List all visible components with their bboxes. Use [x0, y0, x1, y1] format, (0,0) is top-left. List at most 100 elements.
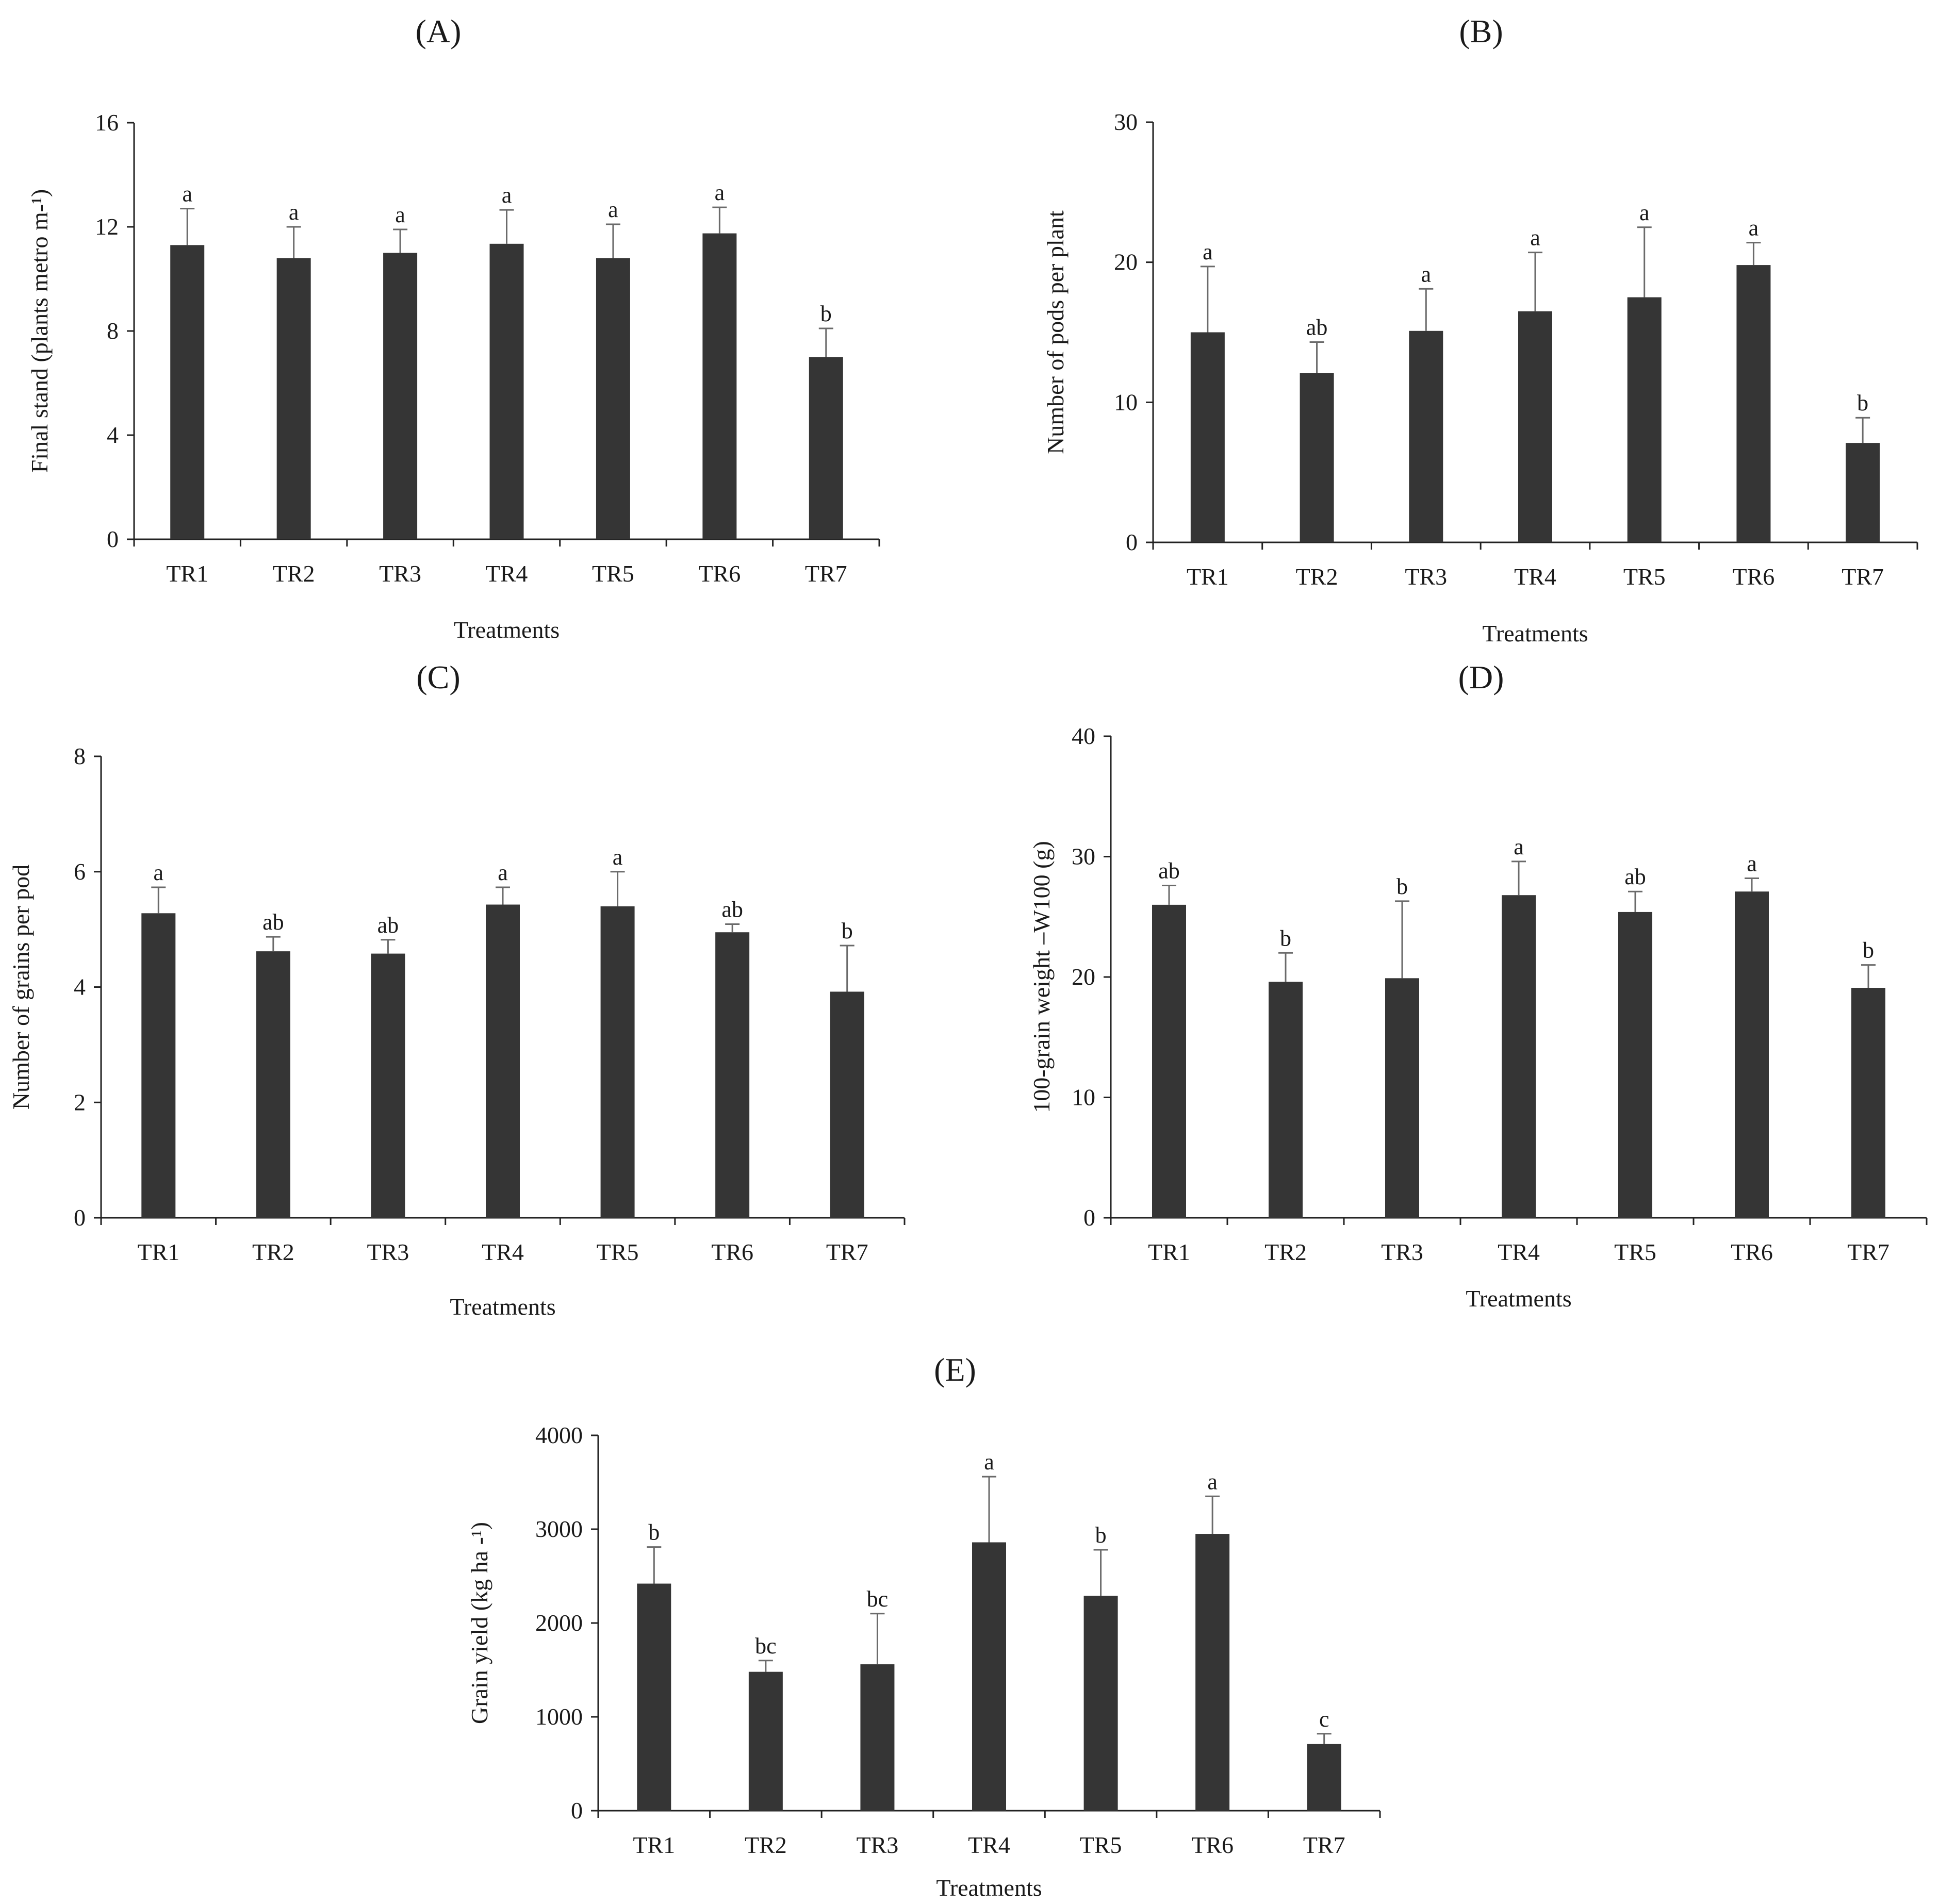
panel-c-significance-letter: a: [613, 845, 623, 870]
panel-e-significance-letter: bc: [755, 1633, 777, 1659]
panel-a-x-tick-label: TR4: [486, 560, 528, 587]
panel-c-significance-letter: a: [498, 860, 508, 885]
panel-b: (B) 0 10 20 30 a TR1 ab TR2 a TR3 a TR4 a TR5 a TR6 b TR7 T…: [1042, 13, 1918, 647]
panel-b-y-tick-label: 30: [1114, 109, 1138, 135]
panel-d-y-axis-title: 100-grain weight –W100 (g): [1028, 841, 1055, 1113]
panel-a-bar-tr6: [702, 233, 737, 539]
panel-b-significance-letter: a: [1530, 225, 1540, 251]
panel-c-y-tick-label: 6: [74, 858, 86, 885]
panel-e-x-tick-label: TR7: [1303, 1832, 1345, 1858]
panel-a: (A) 0 4 8 12 16 a TR1 a TR2 a TR3 a TR4 a TR5 a TR6 b TR7 Tr…: [26, 13, 880, 643]
panel-e-x-tick-label: TR2: [745, 1832, 787, 1858]
panel-b-y-tick-label: 0: [1126, 529, 1138, 555]
panel-c-significance-letter: ab: [262, 909, 284, 935]
panel-b-significance-letter: a: [1203, 239, 1213, 264]
panel-d-significance-letter: b: [1396, 874, 1408, 899]
panel-d-significance-letter: b: [1280, 925, 1291, 951]
panel-d-significance-letter: ab: [1158, 858, 1180, 884]
panel-c-significance-letter: b: [842, 918, 853, 943]
panel-e-significance-letter: a: [1207, 1469, 1218, 1494]
panel-d-x-axis-title: Treatments: [1466, 1285, 1571, 1312]
panel-a-x-tick-label: TR2: [273, 560, 315, 587]
panel-a-y-tick-label: 16: [95, 109, 119, 136]
panel-e-x-tick-label: TR5: [1080, 1832, 1122, 1858]
panel-a-y-tick-label: 4: [107, 422, 119, 448]
panel-a-bar-tr5: [596, 258, 630, 540]
panel-e-bar-tr7: [1307, 1744, 1341, 1811]
panel-c-bar-tr4: [486, 904, 520, 1218]
panel-b-y-axis-title: Number of pods per plant: [1042, 210, 1069, 454]
panel-b-x-tick-label: TR5: [1623, 564, 1666, 590]
panel-c-bar-tr5: [600, 906, 635, 1218]
panel-d-x-tick-label: TR4: [1498, 1239, 1540, 1265]
panel-a-x-tick-label: TR1: [166, 560, 208, 587]
panel-c-x-tick-label: TR1: [137, 1239, 179, 1265]
panel-d-y-tick-label: 20: [1072, 964, 1095, 990]
panel-d-significance-letter: a: [1747, 851, 1757, 876]
panel-d-bar-tr2: [1269, 982, 1303, 1218]
panel-c-bar-tr3: [371, 953, 405, 1218]
panel-a-x-tick-label: TR7: [805, 560, 847, 587]
panel-a-bar-tr3: [383, 253, 418, 539]
panel-b-y-tick-label: 20: [1114, 249, 1138, 275]
panel-e-bar-tr3: [860, 1664, 895, 1811]
panel-e-significance-letter: c: [1319, 1707, 1329, 1732]
panel-a-significance-letter: a: [395, 202, 405, 227]
panel-e-bar-tr1: [637, 1583, 671, 1811]
panel-c-bar-tr6: [715, 932, 750, 1218]
panel-e-y-tick-label: 3000: [535, 1516, 583, 1542]
panel-b-bar-tr4: [1518, 311, 1552, 542]
panel-c-y-tick-label: 4: [74, 974, 86, 1000]
panel-d-bar-tr3: [1385, 978, 1419, 1218]
panel-a-y-tick-label: 0: [107, 526, 119, 552]
panel-a-title: (A): [416, 13, 462, 49]
panel-c-significance-letter: ab: [721, 897, 743, 922]
panel-b-significance-letter: a: [1421, 261, 1432, 287]
panel-b-bar-tr1: [1190, 332, 1225, 542]
panel-a-significance-letter: b: [820, 301, 832, 326]
panel-b-bar-tr3: [1409, 330, 1443, 542]
panel-e-y-tick-label: 4000: [535, 1422, 583, 1448]
panel-a-y-tick-label: 12: [95, 213, 119, 240]
panel-e-x-tick-label: TR6: [1191, 1832, 1234, 1858]
panel-c-significance-letter: a: [154, 860, 164, 885]
panel-c-bar-tr1: [141, 913, 176, 1218]
panel-a-bar-tr7: [809, 357, 843, 539]
panel-d-x-tick-label: TR1: [1148, 1239, 1190, 1265]
panel-b-bar-tr6: [1736, 265, 1771, 542]
panel-e-bar-tr6: [1195, 1534, 1230, 1811]
panel-b-y-tick-label: 10: [1114, 389, 1138, 415]
panel-a-significance-letter: a: [182, 181, 192, 207]
panel-d-x-tick-label: TR2: [1264, 1239, 1307, 1265]
panel-e-bar-tr2: [748, 1671, 783, 1811]
panel-b-x-tick-label: TR1: [1187, 564, 1229, 590]
panel-b-bar-tr5: [1627, 297, 1662, 542]
panel-e-significance-letter: bc: [867, 1586, 889, 1612]
panel-a-significance-letter: a: [502, 183, 512, 208]
panel-b-significance-letter: ab: [1306, 315, 1328, 340]
panel-c-y-tick-label: 0: [74, 1204, 86, 1231]
panel-c: (C) 0 2 4 6 8 a TR1 ab TR2 ab TR3 a TR4 a TR5 ab TR6 b TR7 T…: [8, 659, 906, 1320]
panel-d-y-tick-label: 10: [1072, 1084, 1095, 1111]
panel-c-x-tick-label: TR7: [826, 1239, 868, 1265]
panel-e-title: (E): [934, 1351, 976, 1388]
panel-c-bar-tr2: [256, 951, 290, 1218]
panel-c-bar-tr7: [830, 991, 864, 1218]
panel-a-significance-letter: a: [715, 180, 725, 205]
panel-d: (D) 0 10 20 30 40 ab TR1 b TR2 b TR3 a TR4 ab TR5 a TR6 b T…: [1028, 659, 1928, 1312]
panel-e-significance-letter: b: [648, 1520, 660, 1545]
panel-d-x-tick-label: TR3: [1381, 1239, 1423, 1265]
panel-a-bar-tr2: [276, 258, 311, 540]
panel-d-x-tick-label: TR5: [1614, 1239, 1656, 1265]
panel-e-x-tick-label: TR1: [633, 1832, 675, 1858]
panel-c-x-tick-label: TR6: [711, 1239, 753, 1265]
panel-e-bar-tr5: [1083, 1596, 1118, 1811]
panel-b-bar-tr2: [1300, 373, 1334, 542]
panel-a-x-tick-label: TR6: [698, 560, 741, 587]
panel-c-x-tick-label: TR3: [367, 1239, 409, 1265]
panel-b-x-tick-label: TR3: [1405, 564, 1447, 590]
panel-e-x-tick-label: TR3: [857, 1832, 899, 1858]
panel-b-x-tick-label: TR2: [1296, 564, 1338, 590]
panel-b-x-axis-title: Treatments: [1482, 620, 1588, 647]
